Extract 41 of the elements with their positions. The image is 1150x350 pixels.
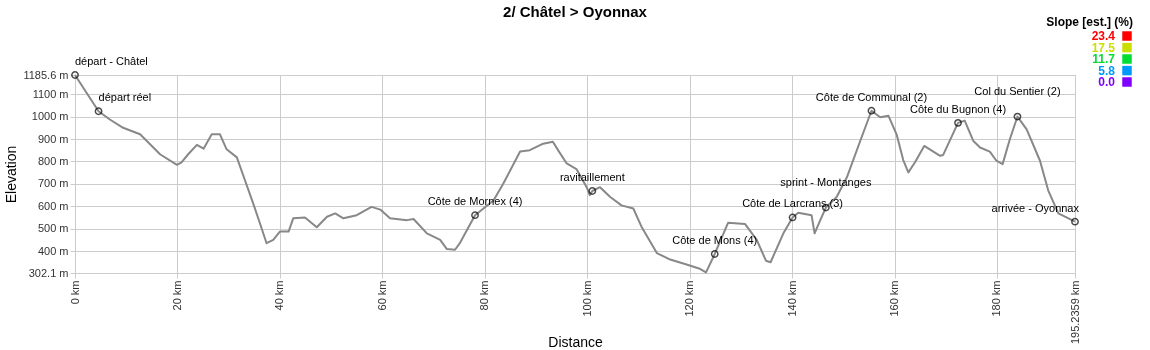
y-tick-label: 800 m [37,154,69,167]
x-tick-label: 120 km [683,280,696,317]
x-tick-label: 140 km [785,280,798,317]
y-tick-label: 1185.6 m [23,68,69,81]
y-tick-label: 600 m [37,199,69,212]
annotation: départ - Châtel [75,55,148,67]
y-tick-label: 500 m [37,222,69,235]
x-tick-label: 0 km [68,280,81,305]
color-bar-label: 0.0 [1098,75,1116,89]
annotation: départ réel [98,91,152,104]
y-tick-label: 400 m [37,244,69,257]
annotation: Côte de Larcrans (3) [742,197,844,210]
annotation: Côte de Mornex (4) [427,195,523,208]
x-tick-label: 60 km [375,280,388,311]
x-tick-label: 180 km [990,280,1003,317]
color-bar-title: Slope [est.] (%) [1046,15,1133,29]
x-tick-label: 80 km [478,280,491,311]
x-tick-label: 195.2359 km [1068,280,1081,345]
annotation: arrivée - Oyonnax [991,201,1080,214]
color-bar-label: 5.8 [1098,63,1116,78]
x-tick-label: 20 km [170,280,183,311]
y-tick-label: 1000 m [31,110,69,123]
y-tick-label: 1100 m [32,87,69,100]
y-tick-label: 700 m [37,177,69,190]
annotation: Côte de Communal (2) [815,90,928,103]
y-axis-title: Elevation [3,145,20,204]
annotation: ravitaillement [559,171,625,183]
y-tick-label: 900 m [37,132,69,145]
y-tick-label: 302.1 m [28,266,69,279]
color-bar-label: 17.5 [1091,40,1116,55]
x-tick-label: 100 km [580,280,593,317]
color-bar-label: 23.4 [1091,29,1116,43]
annotation: Col du Sentier (2) [974,84,1061,97]
annotation: Côte de Mons (4) [672,233,758,246]
x-tick-label: 160 km [888,280,901,317]
annotation: Côte du Bugnon (4) [910,102,1007,115]
chart-title: 2/ Châtel > Oyonnax [503,3,648,20]
x-tick-label: 40 km [273,280,286,311]
x-axis-title: Distance [548,333,603,350]
annotation: sprint - Montanges [780,175,872,188]
color-bar-label: 11.7 [1092,52,1116,66]
